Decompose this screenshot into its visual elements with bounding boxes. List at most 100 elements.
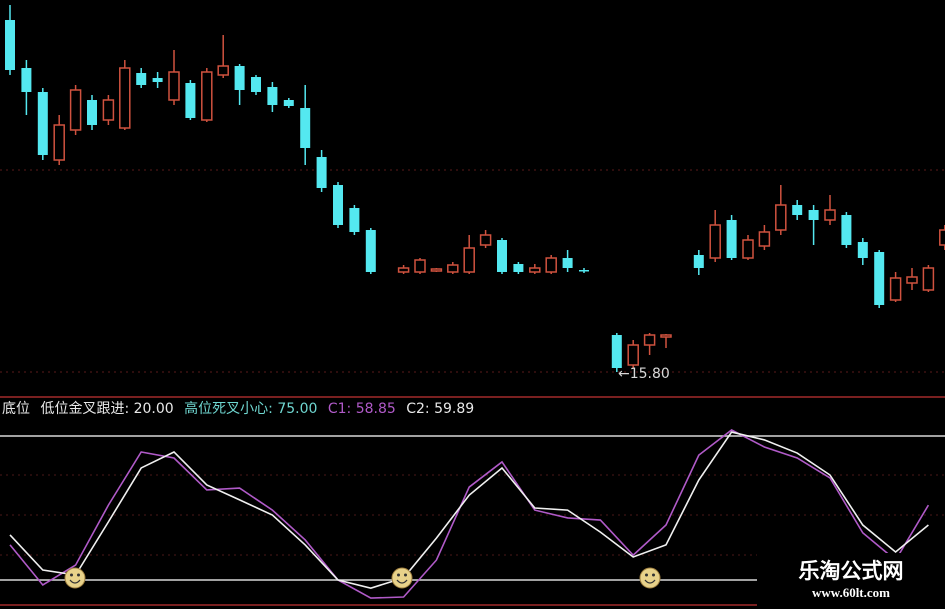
candle-up — [922, 265, 935, 292]
candle-body — [234, 66, 245, 90]
candle-body — [21, 68, 32, 92]
candle-body — [906, 276, 918, 284]
candle-body — [611, 335, 622, 368]
candle-down — [726, 215, 737, 260]
candle-down — [283, 98, 294, 108]
candle-down — [513, 262, 524, 274]
candle-body — [792, 205, 803, 215]
candle-up — [906, 268, 918, 290]
smiley-icon — [639, 567, 661, 589]
candle-body — [168, 71, 180, 101]
candle-down — [234, 64, 245, 105]
candle-body — [922, 267, 935, 291]
candle-up — [217, 35, 229, 78]
candle-up — [168, 50, 180, 105]
candle-up — [627, 340, 639, 368]
candle-body — [562, 258, 573, 268]
smiley-eye — [397, 573, 400, 577]
candle-body — [316, 157, 327, 188]
candle-body — [643, 334, 656, 346]
candle-down — [5, 5, 15, 75]
candle-up — [758, 225, 771, 250]
candle-body — [447, 264, 459, 273]
candle-down — [251, 75, 261, 95]
smiley-eye — [70, 573, 73, 577]
candle-up — [102, 95, 115, 125]
candle-down — [857, 238, 868, 265]
smiley-mouth — [69, 579, 81, 584]
candle-down — [21, 60, 32, 115]
watermark: 乐淘公式网 www.60lt.com — [757, 553, 945, 609]
candle-down — [87, 95, 97, 130]
candle-body — [333, 185, 343, 225]
candle-down — [693, 250, 704, 275]
candle-body — [201, 71, 213, 121]
candle-body — [217, 65, 229, 76]
candle-body — [119, 67, 131, 129]
candle-body — [529, 267, 541, 273]
candle-down — [152, 72, 163, 88]
candle-up — [119, 60, 131, 130]
indicator-legend: 底位 低位金叉跟进: 20.00 高位死叉小心: 75.00 C1: 58.85… — [2, 398, 480, 418]
candle-body — [808, 210, 819, 220]
candle-up — [709, 210, 721, 262]
candle-down — [792, 200, 803, 220]
candle-up — [69, 85, 82, 135]
candle-body — [889, 277, 902, 301]
candle-up — [463, 235, 475, 274]
smiley-mouth — [644, 579, 656, 584]
candle-body — [251, 77, 261, 92]
candle-down — [579, 268, 589, 273]
candle-up — [447, 262, 459, 274]
candle-body — [939, 229, 945, 246]
candle-body — [5, 20, 15, 70]
candle-body — [627, 344, 639, 366]
candle-down — [874, 250, 885, 308]
candle-up — [824, 195, 836, 225]
candle-up — [643, 333, 656, 355]
candle-body — [300, 108, 311, 148]
candle-body — [545, 257, 557, 273]
candle-body — [53, 124, 65, 161]
legend-high-level: 高位死叉小心: 75.00 — [184, 401, 318, 417]
smiley-icon — [64, 567, 86, 589]
candle-down — [841, 212, 852, 248]
candle-body — [513, 264, 524, 272]
candle-body — [758, 231, 771, 247]
candle-up — [414, 258, 426, 274]
candle-body — [69, 89, 82, 131]
candle-body — [579, 270, 589, 272]
candle-body — [87, 100, 97, 125]
candle-body — [365, 230, 376, 272]
smiley-face — [64, 567, 86, 589]
candle-down — [136, 68, 147, 88]
candle-up — [529, 264, 541, 274]
candle-up — [430, 268, 443, 272]
candle-body — [824, 209, 836, 221]
candle-body — [497, 240, 507, 272]
watermark-name: 乐淘公式网 — [798, 558, 904, 583]
candle-body — [267, 87, 278, 105]
candle-body — [709, 224, 721, 259]
candle-up — [53, 115, 65, 165]
low-price-annotation: ←15.80 — [618, 366, 670, 382]
smiley-face — [639, 567, 661, 589]
candle-body — [136, 73, 147, 85]
legend-c2: C2: 59.89 — [406, 401, 475, 417]
candle-body — [693, 255, 704, 268]
watermark-url: www.60lt.com — [812, 585, 890, 600]
candle-body — [841, 215, 852, 245]
series-c2 — [9, 431, 929, 589]
candle-body — [775, 204, 787, 231]
smiley-mouth — [396, 579, 408, 584]
candle-body — [463, 247, 475, 273]
candle-body — [479, 234, 492, 246]
candle-down — [497, 238, 507, 274]
candle-body — [414, 259, 426, 273]
candle-body — [349, 208, 360, 232]
candle-down — [300, 85, 311, 165]
smiley-eye — [645, 573, 648, 577]
candle-body — [102, 99, 115, 121]
